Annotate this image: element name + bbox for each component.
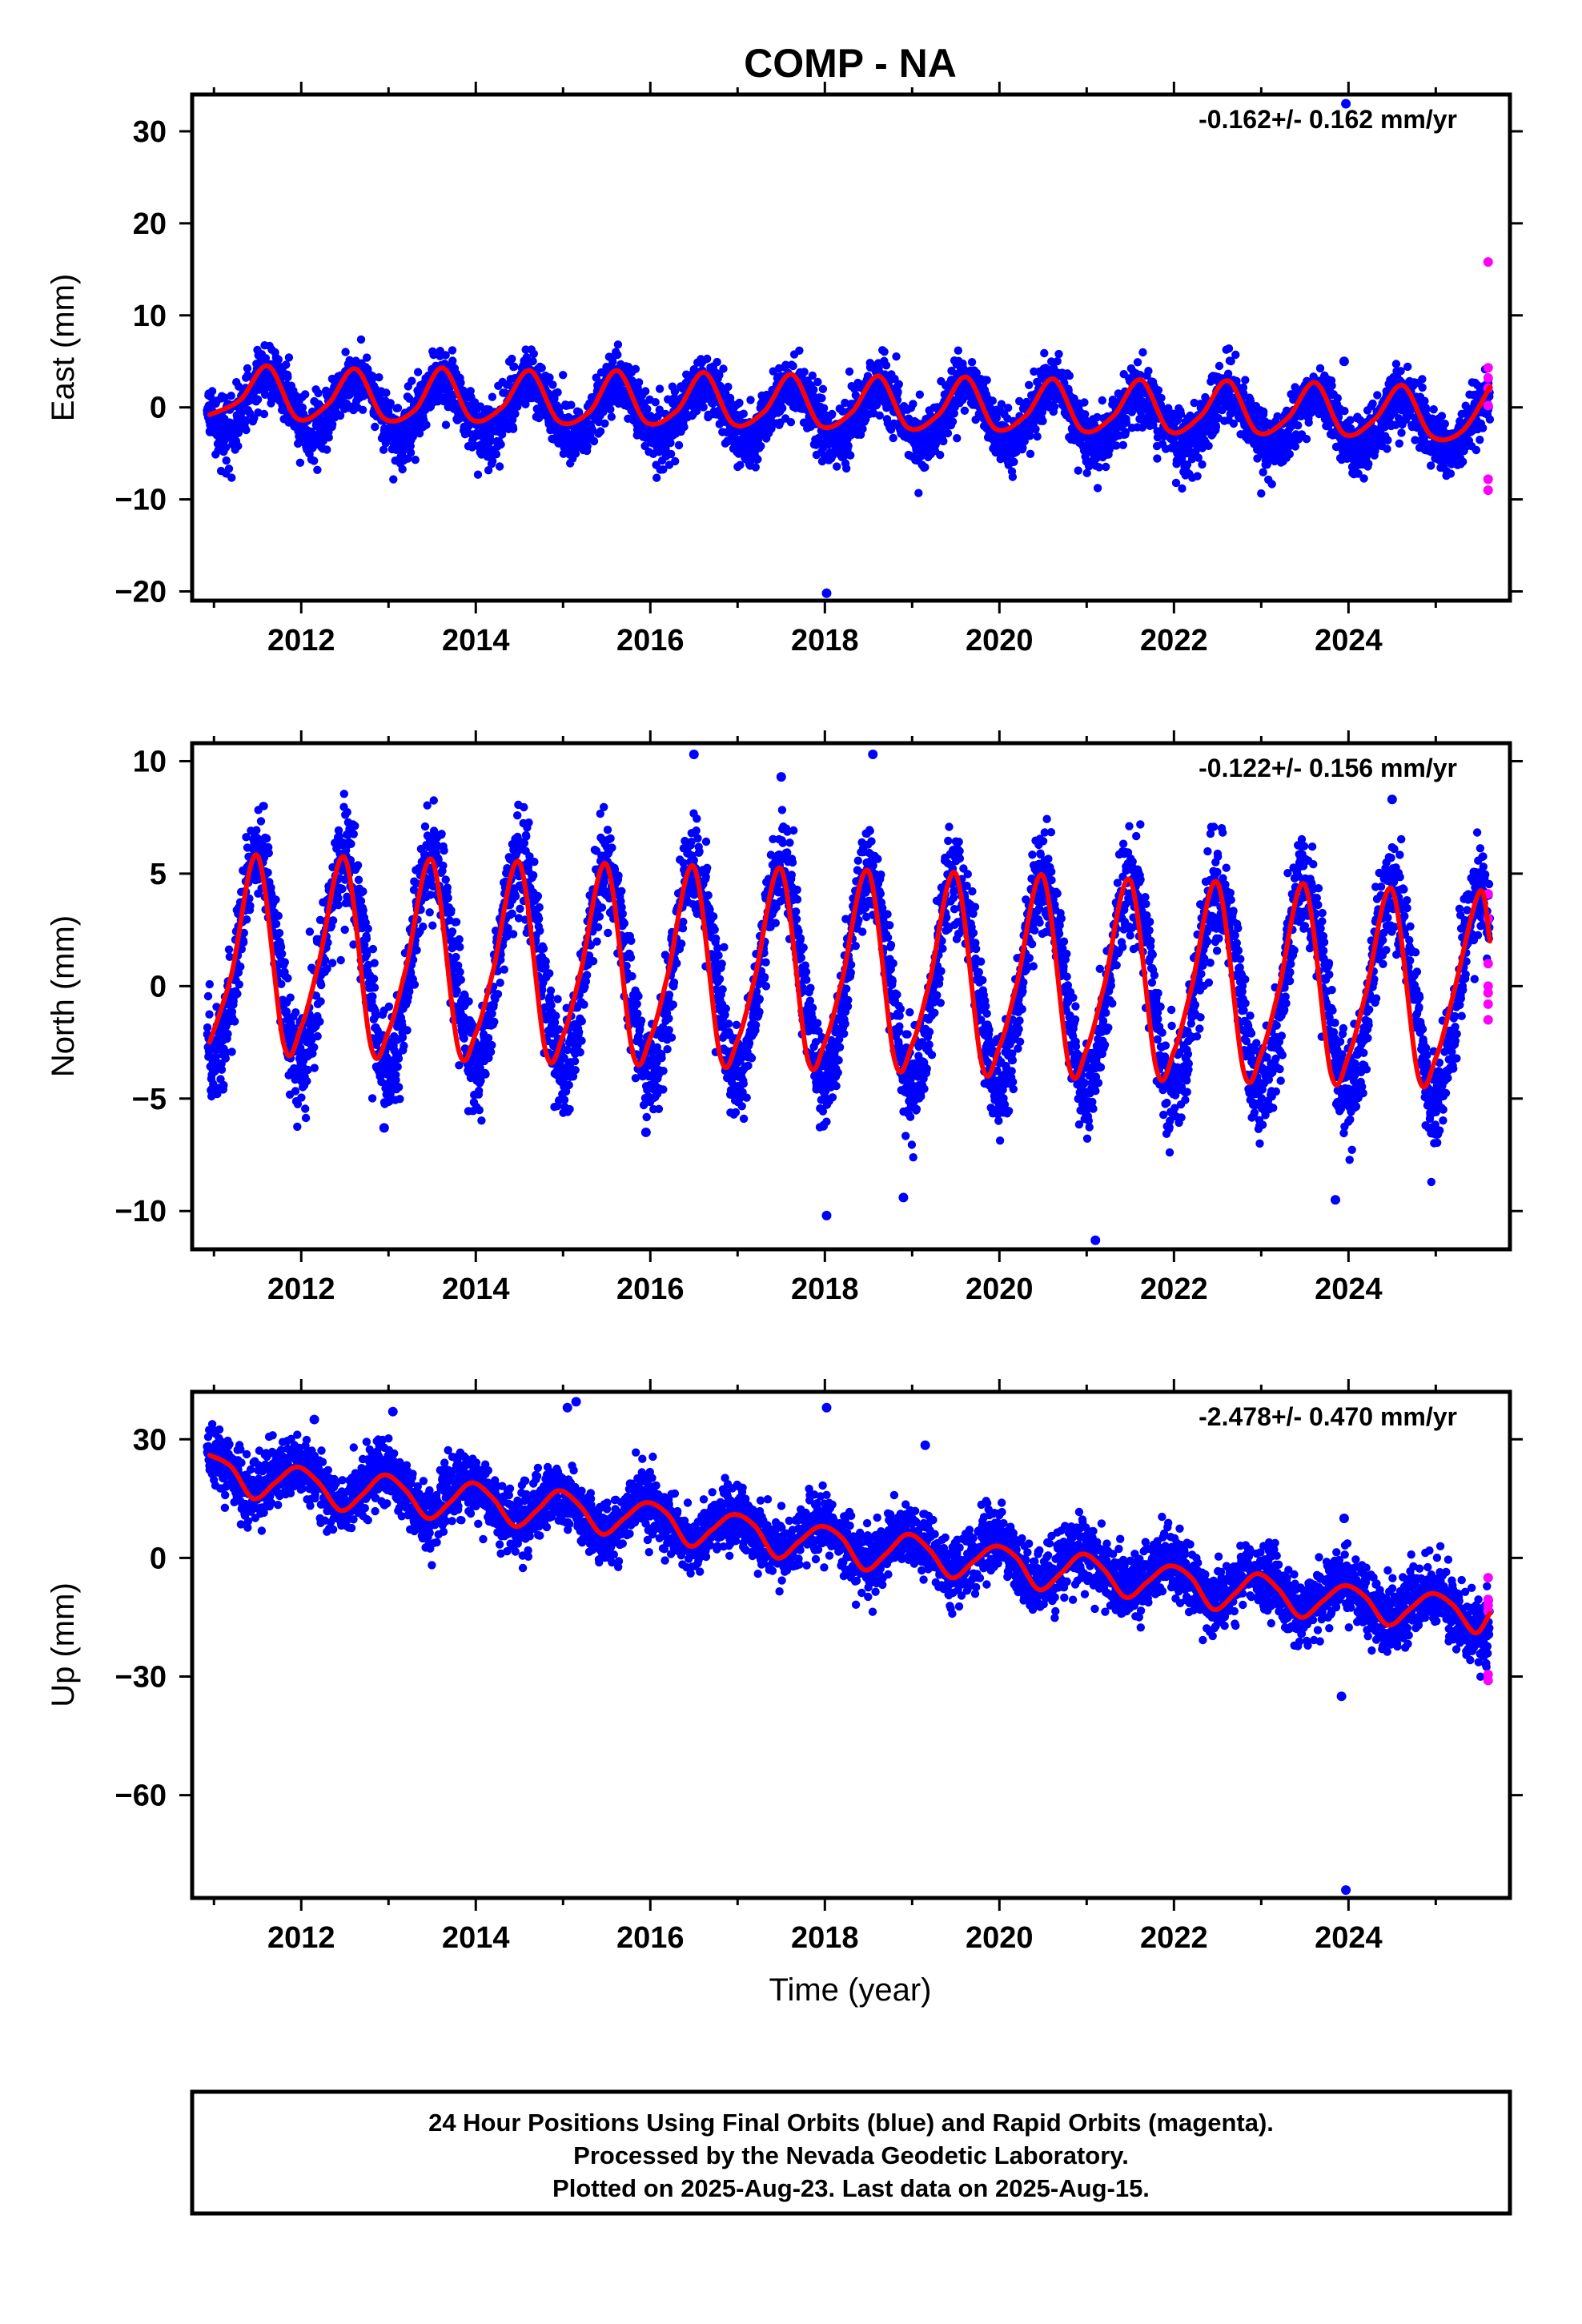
east-rapid-point [1483, 474, 1493, 485]
east-outlier-point [821, 588, 832, 598]
north-x-tick-label: 2016 [616, 1273, 685, 1306]
east-y-tick-label: 20 [133, 207, 167, 241]
up-outlier-point [920, 1440, 930, 1450]
up-data [203, 1397, 1494, 1896]
north-outlier-point [868, 750, 878, 760]
north-y-tick-label: 0 [150, 970, 167, 1003]
up-rate-label: -2.478+/- 0.470 mm/yr [1199, 1402, 1457, 1431]
up-outlier-point [1341, 1885, 1351, 1896]
up-y-tick-label: 30 [133, 1423, 167, 1457]
east-y-tick-label: −20 [115, 576, 167, 609]
up-x-tick-label: 2020 [966, 1921, 1034, 1955]
up-outlier-point [821, 1402, 832, 1413]
east-rapid-point [1483, 363, 1493, 373]
footer-line-3: Plotted on 2025-Aug-23. Last data on 202… [552, 2174, 1150, 2202]
north-x-tick-label: 2014 [442, 1273, 510, 1306]
east-y-tick-label: 0 [150, 392, 167, 425]
north-plot-frame [190, 741, 1512, 1252]
up-x-tick-label: 2014 [442, 1921, 510, 1955]
north-x-tick-label: 2022 [1140, 1273, 1208, 1306]
north-outlier-point [1387, 794, 1397, 805]
east-rapid-point [1483, 257, 1493, 267]
north-y-tick-label: 10 [133, 745, 167, 778]
north-y-tick-label: −5 [132, 1083, 167, 1116]
up-x-tick-label: 2012 [267, 1921, 335, 1955]
up-x-tick-label: 2018 [791, 1921, 859, 1955]
east-y-tick-label: 30 [133, 115, 167, 149]
east-panel: 2012 2014 2016 2018 2020 2022 2024 30 20 10 0 −10 −2… [46, 82, 1523, 657]
east-y-tick-label: −10 [115, 484, 167, 517]
east-rapid-point [1483, 372, 1493, 383]
east-fit-line [207, 363, 1492, 443]
up-y-axis-label: Up (mm) [46, 1582, 81, 1707]
up-y-tick-label: −60 [115, 1779, 167, 1813]
east-x-tick-label: 2020 [966, 624, 1034, 657]
footer-line-1: 24 Hour Positions Using Final Orbits (bl… [428, 2109, 1274, 2137]
north-outlier-point [1090, 1235, 1101, 1245]
north-rapid-point [1483, 1015, 1493, 1025]
up-x-tick-label: 2016 [616, 1921, 685, 1955]
north-outlier-point [776, 772, 786, 782]
up-fit-line [207, 1453, 1492, 1636]
north-x-tick-label: 2024 [1315, 1273, 1383, 1306]
east-outlier-point [1341, 99, 1351, 109]
up-outlier-point [1339, 1514, 1349, 1523]
east-y-axis-label: East (mm) [46, 274, 81, 421]
north-rapid-point [1483, 959, 1493, 969]
east-x-tick-label: 2012 [267, 624, 335, 657]
east-rapid-point [1483, 485, 1493, 496]
north-y-axis-label: North (mm) [46, 915, 81, 1077]
up-panel: 2012 2014 2016 2018 2020 2022 2024 30 0 −30 −60 Up … [46, 1379, 1523, 1955]
up-x-tick-label: 2024 [1315, 1921, 1383, 1955]
figure-title: COMP - NA [744, 41, 957, 86]
up-y-tick-label: −30 [115, 1661, 167, 1695]
x-axis-label: Time (year) [769, 1972, 932, 2008]
east-x-tick-label: 2018 [791, 624, 859, 657]
north-y-tick-label: −10 [115, 1195, 167, 1228]
up-rapid-point [1483, 1573, 1493, 1583]
east-rapid-point [1483, 400, 1493, 411]
east-plot-frame [190, 92, 1512, 603]
up-outlier-point [309, 1414, 319, 1425]
up-outlier-point [387, 1406, 398, 1417]
north-outlier-point [640, 1127, 651, 1137]
up-y-tick-label: 0 [150, 1542, 167, 1575]
east-rate-label: -0.162+/- 0.162 mm/yr [1199, 105, 1457, 134]
east-x-tick-label: 2014 [442, 624, 510, 657]
up-plot-frame [190, 1389, 1512, 1900]
north-outlier-point [1330, 1195, 1340, 1205]
north-fit-line [207, 852, 1492, 1090]
north-outlier-point [898, 1192, 909, 1203]
up-outlier-point [571, 1397, 581, 1407]
east-outlier-point [1339, 356, 1349, 367]
north-rapid-point [1483, 987, 1493, 998]
north-outlier-point [689, 750, 699, 760]
north-rate-label: -0.122+/- 0.156 mm/yr [1199, 754, 1457, 782]
east-x-tick-label: 2024 [1315, 624, 1383, 657]
north-panel: 2012 2014 2016 2018 2020 2022 2024 10 5 0 −5 −10 Nor… [46, 730, 1523, 1306]
up-x-tick-label: 2022 [1140, 1921, 1208, 1955]
up-outlier-point [1336, 1691, 1347, 1702]
north-rapid-point [1483, 999, 1493, 1009]
north-y-tick-label: 5 [150, 858, 167, 891]
north-x-tick-label: 2020 [966, 1273, 1034, 1306]
east-y-tick-label: 10 [133, 300, 167, 333]
east-data [203, 99, 1495, 598]
east-x-tick-label: 2022 [1140, 624, 1208, 657]
east-x-tick-label: 2016 [616, 624, 685, 657]
up-rapid-point [1483, 1675, 1493, 1686]
north-data [203, 750, 1495, 1245]
north-x-tick-label: 2012 [267, 1273, 335, 1306]
footer-box [190, 2089, 1512, 2216]
footer-line-2: Processed by the Nevada Geodetic Laborat… [573, 2141, 1129, 2169]
north-x-tick-label: 2018 [791, 1273, 859, 1306]
north-outlier-point [379, 1123, 389, 1133]
up-outlier-point [562, 1402, 572, 1413]
north-rapid-point [1483, 981, 1493, 991]
north-outlier-point [821, 1210, 832, 1220]
